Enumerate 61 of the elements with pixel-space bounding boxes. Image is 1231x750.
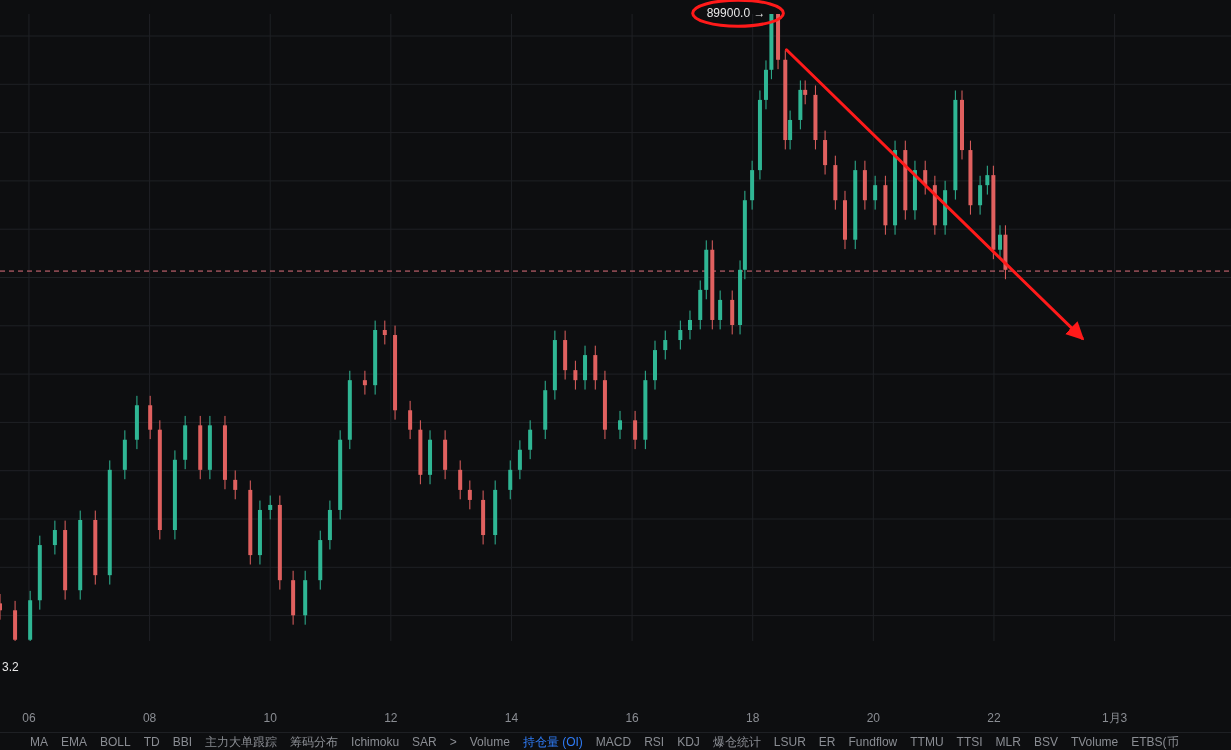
text: BBI [172,735,193,749]
candlestick [678,320,683,350]
candlestick [517,439,522,480]
text: TTMU [910,735,944,749]
candlestick [382,320,387,345]
x-tick-label: 20 [866,711,881,725]
x-tick-label: 1月3 [1101,711,1128,725]
text: MA [30,735,48,749]
candlestick [233,469,238,500]
candlestick [633,410,638,450]
text: ER [818,735,836,749]
text: LSUR [773,735,806,749]
candlestick [467,479,472,510]
text: 持仓量 (OI) [522,735,583,749]
candlestick [618,410,623,440]
text: MACD [595,735,632,749]
text: RSI [644,735,665,749]
candlestick [998,224,1002,260]
text: Volume [469,735,510,749]
x-tick-label: 12 [384,711,398,725]
text: 3.2 [2,660,20,674]
candlestick [985,165,990,196]
text: SAR [412,735,437,749]
text: BOLL [100,735,131,749]
text: > [449,735,457,749]
candlestick [408,400,413,440]
x-tick-label: 18 [746,711,760,725]
text: KDJ [677,735,700,749]
candlestick [268,495,273,520]
candlestick [362,370,367,396]
text: TVolume [1070,735,1119,749]
x-tick-label: 06 [22,711,36,725]
candlestick [508,459,513,500]
candlestick [687,310,692,340]
text: MLR [995,735,1021,749]
candlestick [718,290,723,330]
text: Ichimoku [351,735,400,749]
x-tick-label: 22 [987,711,1001,725]
text: 主力大单跟踪 [205,735,278,749]
candlestick [663,330,668,360]
annotation: 89900.0 → [706,6,766,21]
candlestick [52,520,57,555]
x-tick-label: 10 [263,711,278,725]
candlestick [573,360,578,391]
candlestick [873,175,878,211]
candlestick [788,110,793,150]
text: EMA [61,735,88,749]
candlestick [978,175,983,216]
candlestick [458,459,463,500]
text: BSV [1033,735,1058,749]
text: 爆仓统计 [712,735,761,749]
x-tick-label: 08 [142,711,157,725]
text: 筹码分布 [290,735,339,749]
text: Fundflow [848,735,898,749]
text: ETBS(币 [1131,735,1179,749]
candlestick [803,79,808,105]
text: TD [143,735,160,749]
x-tick-label: 16 [625,711,640,725]
text: TTSI [956,735,983,749]
x-tick-label: 14 [504,711,519,725]
candlestick [528,419,533,460]
